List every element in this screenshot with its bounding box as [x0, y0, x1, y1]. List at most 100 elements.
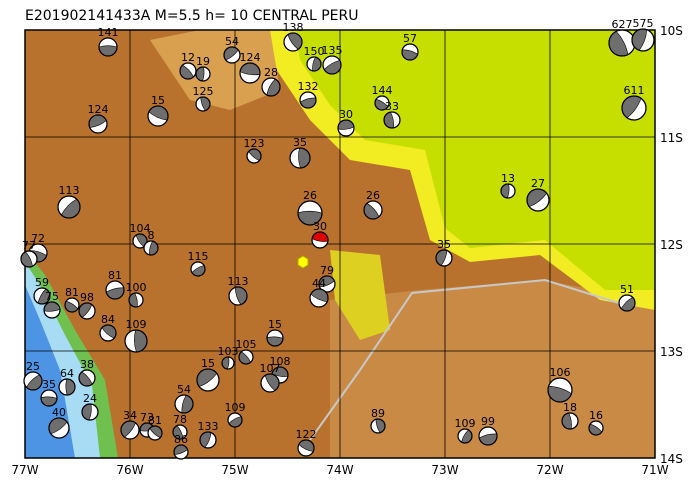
beachball-outline	[88, 114, 108, 134]
event-depth-label: 33	[385, 100, 399, 113]
focal-mechanism: 104	[130, 222, 151, 249]
beachball-outline	[195, 66, 211, 82]
focal-mechanism: 109	[225, 401, 246, 428]
beachball-outline	[20, 250, 38, 268]
event-depth-label: 34	[123, 409, 137, 422]
event-depth-label: 98	[80, 291, 94, 304]
focal-mechanism: 13	[500, 172, 516, 199]
focal-mechanism: 35	[435, 238, 453, 267]
beachball-outline	[132, 233, 148, 249]
event-depth-label: 26	[366, 189, 380, 202]
y-axis-label: 10S	[660, 24, 683, 38]
event-depth-label: 124	[240, 51, 261, 64]
focal-mechanism: 27	[526, 177, 550, 212]
focal-mechanism: 141	[98, 26, 119, 57]
event-depth-label: 141	[98, 26, 119, 39]
event-depth-label: 75	[45, 290, 59, 303]
focal-mechanism: 26	[297, 189, 323, 226]
beachball-outline	[105, 280, 125, 300]
focal-mechanism: 54	[174, 383, 194, 414]
beachball-outline	[370, 418, 386, 434]
focal-mechanism: 124	[88, 103, 109, 134]
focal-mechanism: 123	[244, 137, 265, 164]
focal-mechanism: 135	[322, 44, 343, 75]
beachball-outline	[78, 369, 96, 387]
focal-mechanism: 138	[283, 21, 304, 52]
event-depth-label: 30	[313, 220, 327, 233]
beachball-outline	[283, 32, 303, 52]
event-depth-label: 26	[303, 189, 317, 202]
focal-mechanism: 25	[23, 360, 43, 391]
title: E201902141433A M=5.5 h= 10 CENTRAL PERU	[25, 8, 359, 24]
event-depth-label: 35	[293, 136, 307, 149]
event-depth-label: 150	[304, 45, 325, 58]
event-depth-label: 78	[173, 413, 187, 426]
beachball-outline	[621, 95, 647, 121]
focal-mechanism: 44	[309, 277, 329, 308]
focal-mechanism: 33	[383, 100, 401, 129]
beachball-outline	[297, 439, 315, 457]
event-depth-label: 109	[455, 417, 476, 430]
event-depth-label: 35	[42, 378, 56, 391]
beachball-outline	[124, 329, 148, 353]
focal-mechanism: 107	[260, 362, 281, 393]
event-depth-label: 24	[83, 392, 97, 405]
beachball-outline	[48, 417, 70, 439]
focal-mechanism: 40	[48, 406, 70, 439]
focal-mechanism: 132	[298, 80, 319, 109]
event-depth-label: 19	[196, 55, 210, 68]
beachball-outline	[547, 377, 573, 403]
grid	[25, 30, 655, 458]
beachball-outline	[81, 403, 99, 421]
focal-mechanism: 81	[64, 286, 80, 313]
event-depth-label: 132	[298, 80, 319, 93]
event-depth-label: 79	[320, 264, 334, 277]
beachball-outline	[43, 301, 61, 319]
event-depth-label: 109	[126, 318, 147, 331]
focal-mechanism: 18	[561, 401, 579, 430]
focal-mechanism: 113	[57, 184, 81, 219]
beachball-outline	[309, 288, 329, 308]
event-depth-label: 575	[633, 17, 654, 30]
y-axis-label: 12S	[660, 238, 683, 252]
focal-mechanism: 100	[126, 281, 147, 308]
event-depth-label: 611	[624, 84, 645, 97]
epicenter	[297, 255, 309, 269]
beachball-outline	[401, 43, 419, 61]
beachball-outline	[221, 356, 235, 370]
beachball-outline	[33, 287, 51, 305]
event-depth-label: 108	[270, 355, 291, 368]
focal-mechanism: 109	[455, 417, 476, 444]
focal-mechanism: 133	[198, 420, 219, 449]
event-depth-label: 40	[52, 406, 66, 419]
focal-mechanism: 113	[228, 275, 249, 306]
focal-mechanism: 575	[631, 17, 655, 52]
beachball-outline	[228, 286, 248, 306]
focal-mechanism: 81	[147, 414, 163, 441]
event-depth-label: 100	[126, 281, 147, 294]
x-axis-label: 73W	[431, 463, 458, 477]
focal-mechanism: 86	[173, 433, 189, 460]
event-depth-label: 104	[130, 222, 151, 235]
event-depth-label: 113	[59, 184, 80, 197]
focal-mechanism: 30	[337, 108, 355, 137]
focal-mechanism: 99	[478, 415, 498, 446]
beachball-outline	[526, 188, 550, 212]
event-depth-label: 27	[531, 177, 545, 190]
event-depth-label: 15	[151, 94, 165, 107]
beachball-outline	[306, 56, 322, 72]
event-depth-label: 38	[80, 358, 94, 371]
beachball-outline	[99, 324, 117, 342]
x-axis-label: 75W	[221, 463, 248, 477]
event-depth-label: 106	[550, 366, 571, 379]
beachball-outline	[631, 28, 655, 52]
x-axis-label: 74W	[326, 463, 353, 477]
event-depth-label: 103	[218, 345, 239, 358]
beachball-outline	[322, 55, 342, 75]
beachball-outline	[337, 119, 355, 137]
beachball-outline	[196, 368, 220, 392]
beachball-outline	[195, 96, 211, 112]
event-depth-label: 627	[612, 18, 633, 31]
focal-mechanism: 89	[370, 407, 386, 434]
